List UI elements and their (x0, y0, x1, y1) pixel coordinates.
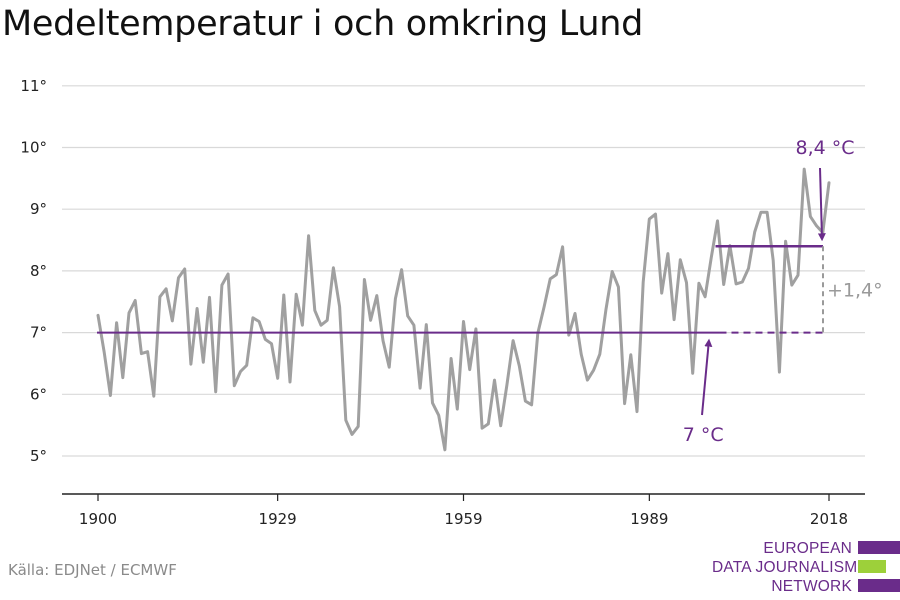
logo-bar-purple-top (858, 541, 900, 554)
y-tick-label: 6° (30, 385, 47, 403)
recent-arrow (817, 167, 826, 242)
y-tick-label: 10° (20, 139, 47, 157)
y-axis-labels: 5° 6° 7° 8° 9° 10° 11° (20, 77, 47, 465)
page-title: Medeltemperatur i och omkring Lund (2, 4, 644, 44)
temperature-series-line (96, 167, 831, 452)
x-axis: 1900 1929 1959 1989 2018 (62, 493, 865, 528)
y-tick-label: 8° (30, 262, 47, 280)
baseline-label: 7 °C (683, 424, 724, 446)
baseline-arrow (701, 338, 713, 416)
series-layer (96, 167, 831, 452)
logo-bar-purple-bottom (858, 579, 900, 592)
x-tick-label: 1929 (259, 510, 297, 528)
source-credit: Källa: EDJNet / ECMWF (8, 561, 177, 579)
y-tick-label: 9° (30, 200, 47, 218)
y-tick-label: 11° (20, 77, 47, 95)
edjnet-logo: EUROPEAN DATA JOURNALISM NETWORK (712, 539, 900, 597)
recent-label: 8,4 °C (795, 137, 854, 159)
y-tick-label: 5° (30, 447, 47, 465)
x-tick-label: 1989 (630, 510, 668, 528)
x-tick-label: 2018 (810, 510, 848, 528)
annotations: 7 °C 8,4 °C +1,4° (97, 137, 883, 446)
x-tick-label: 1959 (444, 510, 482, 528)
logo-line-1: EUROPEAN (763, 540, 852, 557)
logo-line-3: NETWORK (771, 578, 852, 595)
y-tick-label: 7° (30, 324, 47, 342)
difference-label: +1,4° (827, 279, 883, 301)
logo-bar-green (858, 560, 886, 573)
logo-line-2: DATA JOURNALISM (712, 559, 858, 576)
x-tick-label: 1900 (79, 510, 117, 528)
